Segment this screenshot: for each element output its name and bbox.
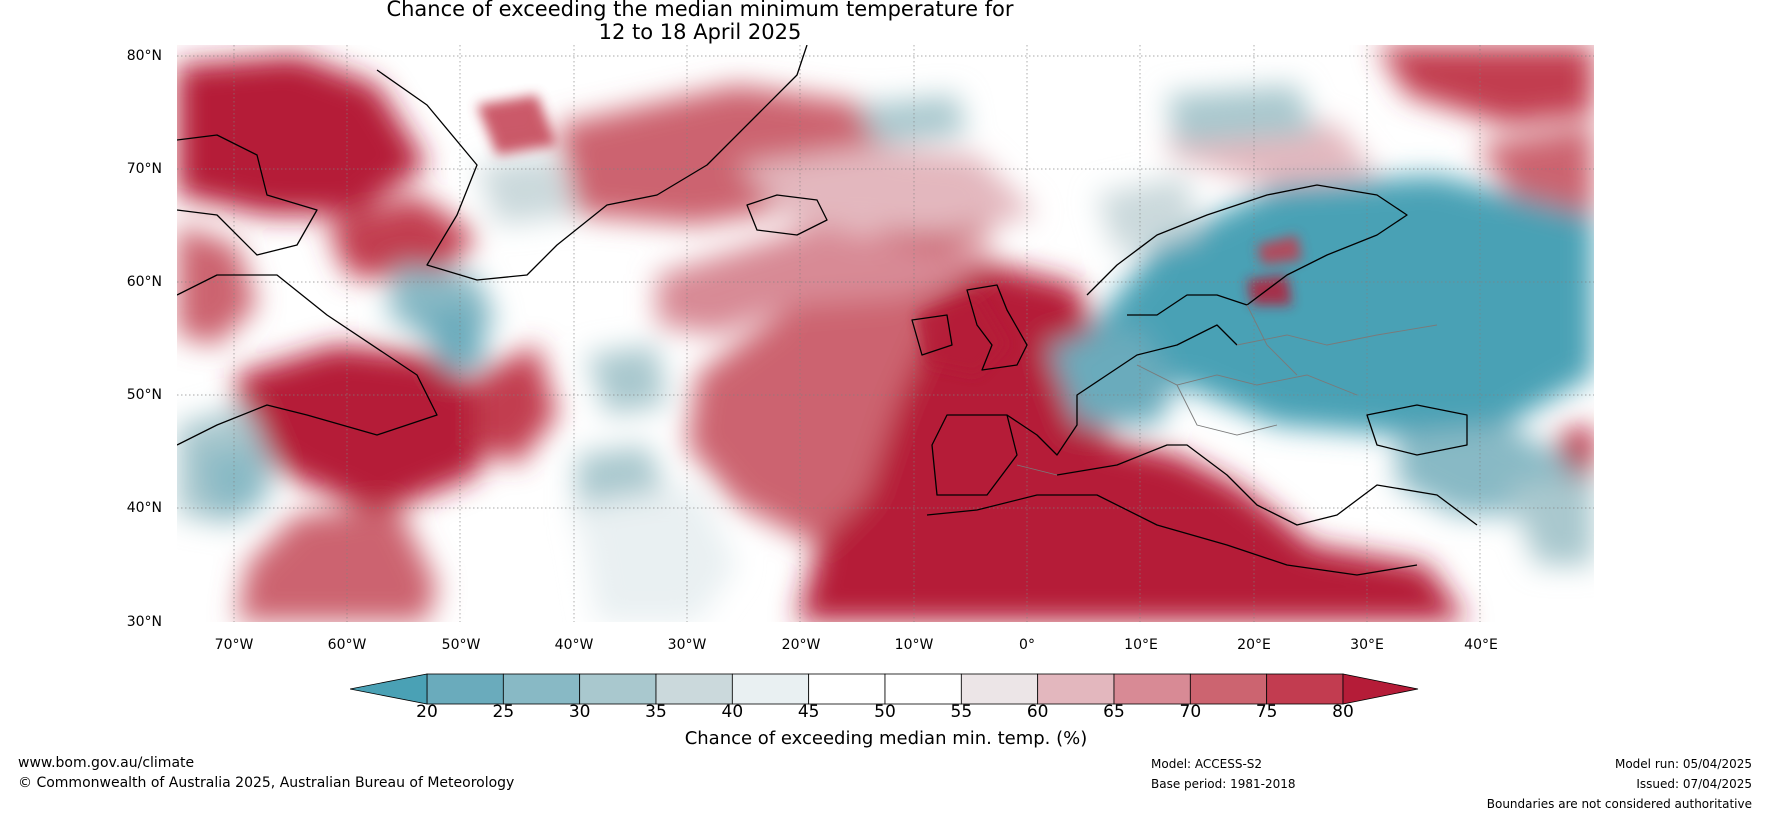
lat-label-30n: 30°N — [126, 614, 162, 630]
lat-label-60n: 60°N — [126, 274, 162, 290]
title-line-2: 12 to 18 April 2025 — [598, 20, 802, 44]
colorbar-bin — [1266, 673, 1344, 705]
colorbar-tick-label: 40 — [721, 702, 744, 722]
lon-label-30e: 30°E — [1350, 637, 1384, 653]
colorbar-tick-label: 80 — [1332, 702, 1354, 722]
colorbar-tick-label: 70 — [1179, 702, 1202, 722]
lat-label-80n: 80°N — [126, 48, 162, 64]
lon-label-20e: 20°E — [1237, 637, 1271, 653]
colorbar-bin — [731, 673, 810, 705]
lat-label-40n: 40°N — [126, 500, 162, 516]
lat-label-70n: 70°N — [126, 161, 162, 177]
lon-label-50w: 50°W — [441, 637, 481, 653]
model-run-date: Model run: 05/04/2025 — [1614, 757, 1752, 771]
lon-label-0: 0° — [1019, 637, 1035, 653]
colorbar-bin — [960, 673, 1039, 705]
colorbar-tick-label: 20 — [416, 702, 438, 722]
colorbar — [350, 673, 1419, 705]
lon-label-70w: 70°W — [214, 637, 254, 653]
model-name: Model: ACCESS-S2 — [1151, 757, 1263, 771]
colorbar-arrow-low — [350, 673, 428, 705]
map-title: Chance of exceeding the median minimum t… — [0, 0, 1400, 44]
colorbar-title: Chance of exceeding median min. temp. (%… — [684, 728, 1088, 749]
colorbar-bin — [808, 673, 886, 705]
colorbar-bin — [1113, 673, 1191, 705]
title-line-1: Chance of exceeding the median minimum t… — [386, 0, 1014, 21]
lon-label-10w: 10°W — [894, 637, 934, 653]
lon-label-40w: 40°W — [554, 637, 594, 653]
lon-label-10e: 10°E — [1124, 637, 1158, 653]
lon-label-60w: 60°W — [327, 637, 367, 653]
coastlines — [177, 45, 1478, 576]
lon-label-20w: 20°W — [781, 637, 821, 653]
colorbar-tick-label: 75 — [1255, 702, 1278, 722]
lon-label-40e: 40°E — [1464, 637, 1498, 653]
graticule — [177, 45, 1594, 622]
colorbar-tick-label: 25 — [492, 702, 515, 722]
colorbar-bin — [579, 673, 657, 705]
colorbar-tick-label: 30 — [568, 702, 591, 722]
forecast-map — [177, 45, 1594, 622]
colorbar-tick-label: 60 — [1026, 702, 1049, 722]
issued-date: Issued: 07/04/2025 — [1636, 777, 1752, 791]
colorbar-bin — [426, 673, 504, 705]
colorbar-bin — [1037, 673, 1115, 705]
colorbar-bin — [884, 673, 962, 705]
colorbar-arrow-high — [1342, 673, 1419, 705]
lat-label-50n: 50°N — [126, 387, 162, 403]
lon-label-30w: 30°W — [667, 637, 707, 653]
colorbar-tick-label: 65 — [1103, 702, 1125, 722]
copyright-text: © Commonwealth of Australia 2025, Austra… — [18, 775, 515, 791]
colorbar-tick-label: 45 — [797, 702, 820, 722]
colorbar-bin — [502, 673, 581, 705]
colorbar-bin — [655, 673, 733, 705]
borders — [1016, 304, 1438, 476]
colorbar-tick-label: 55 — [950, 702, 973, 722]
probability-detail — [477, 95, 1302, 375]
base-period: Base period: 1981-2018 — [1151, 777, 1296, 791]
colorbar-bin — [1189, 673, 1268, 705]
colorbar-tick-label: 50 — [874, 702, 896, 722]
colorbar-tick-label: 35 — [645, 702, 667, 722]
source-url: www.bom.gov.au/climate — [18, 755, 195, 771]
boundaries-disclaimer: Boundaries are not considered authoritat… — [1486, 797, 1752, 811]
